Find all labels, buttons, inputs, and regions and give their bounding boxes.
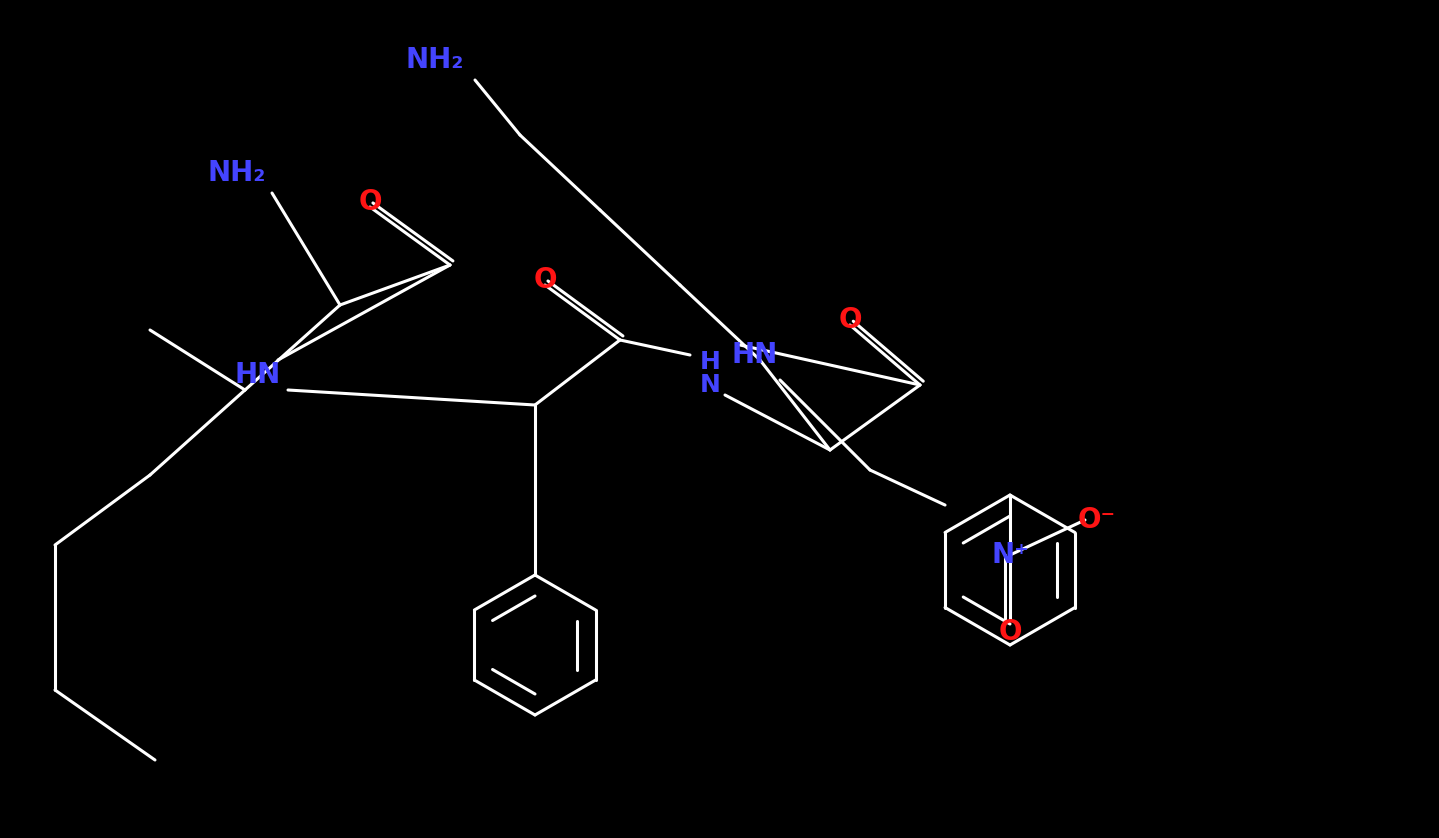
Text: O: O (839, 306, 862, 334)
Text: N⁺: N⁺ (991, 541, 1029, 569)
Text: HN: HN (732, 341, 778, 369)
Text: HN: HN (235, 361, 281, 389)
Text: O: O (534, 266, 557, 294)
Text: N: N (699, 373, 721, 397)
Text: NH₂: NH₂ (207, 159, 266, 187)
Text: NH₂: NH₂ (406, 46, 465, 74)
Text: O⁻: O⁻ (1078, 506, 1117, 534)
Text: H: H (699, 350, 721, 374)
Text: O: O (358, 188, 381, 216)
Text: O: O (999, 618, 1022, 646)
